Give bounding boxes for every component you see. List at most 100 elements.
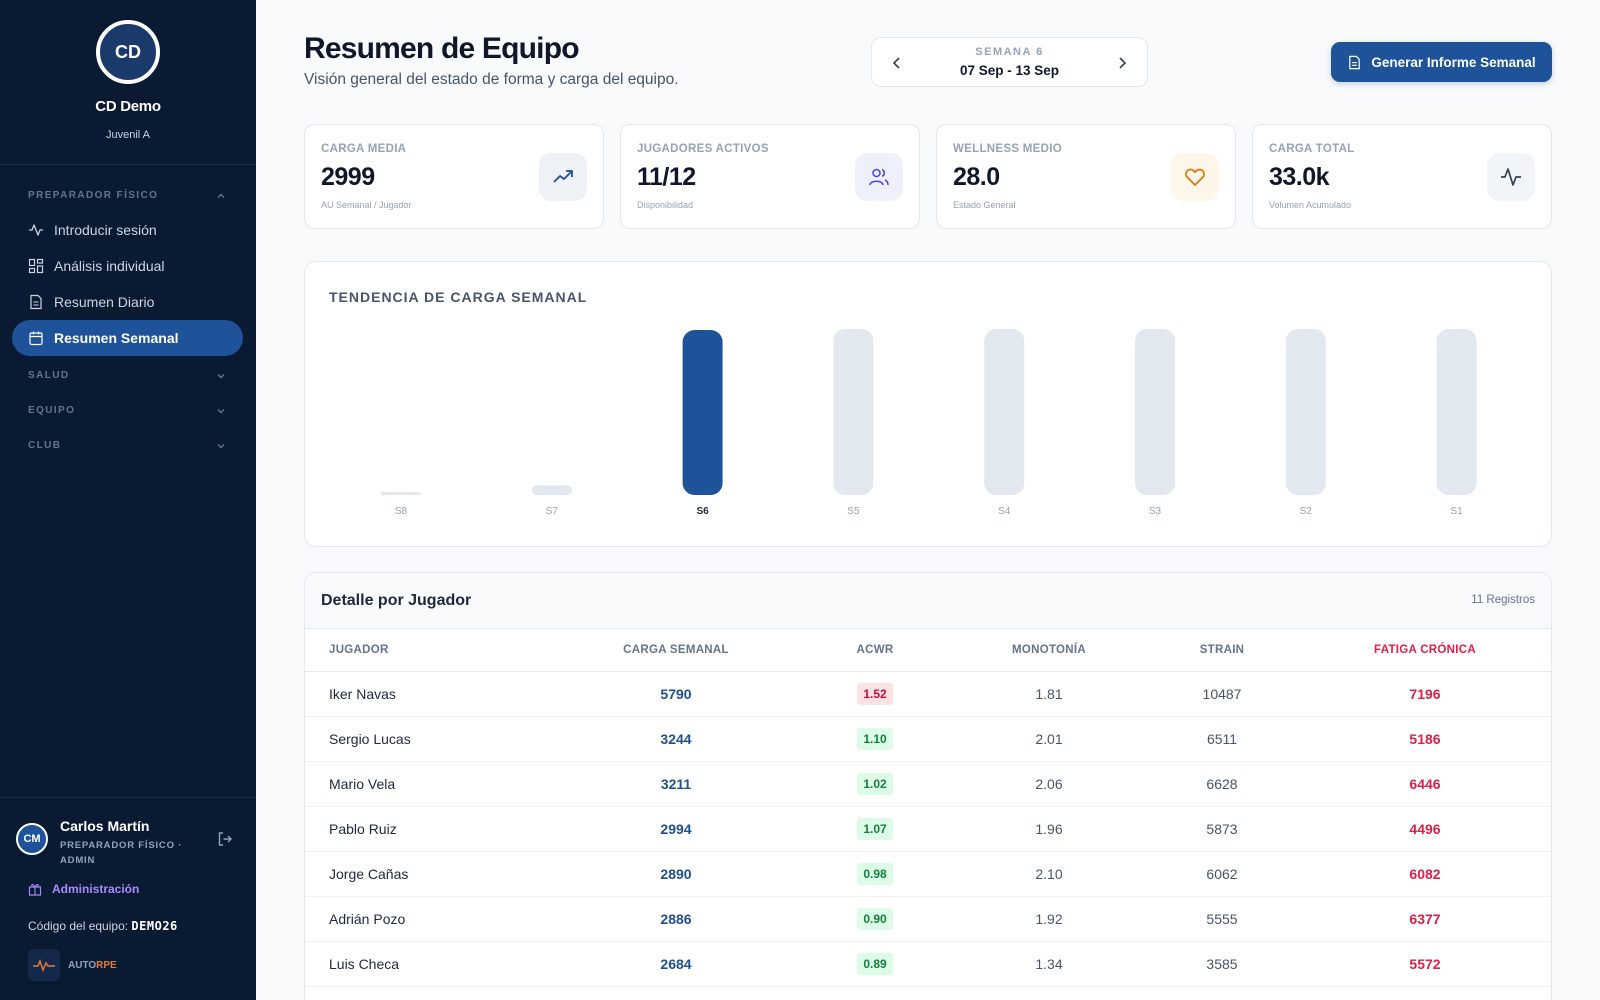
chart-canvas: S8 S7 S6 S5 S4 S3 S2 S1 [381, 329, 1477, 517]
monotony-value: 2.01 [951, 716, 1147, 762]
nav-section-label: CLUB [28, 440, 62, 451]
acwr-cell: 1.10 [799, 716, 951, 762]
sidebar-item-analisis-individual[interactable]: Análisis individual [12, 248, 243, 284]
column-header-monotonia[interactable]: MONOTONÍA [951, 629, 1147, 672]
users-icon [855, 153, 903, 201]
table-row[interactable]: Adrián Pozo 2886 0.90 1.92 5555 6377 [305, 896, 1551, 942]
generate-report-button[interactable]: Generar Informe Semanal [1331, 42, 1552, 82]
kpi-card-jugadores-activos: JUGADORES ACTIVOS 11/12 Disponibilidad [620, 124, 920, 229]
sidebar-item-label: Introducir sesión [54, 222, 157, 238]
chart-bar-s5[interactable] [833, 329, 874, 495]
kpi-sub: AU Semanal / Jugador [321, 200, 412, 210]
page-title: Resumen de Equipo [304, 32, 580, 65]
kpi-card-wellness-medio: WELLNESS MEDIO 28.0 Estado General [936, 124, 1236, 229]
player-name: Luis Checa [305, 941, 553, 987]
nav-section-salud[interactable]: SALUD [28, 370, 226, 381]
chart-bar-s7[interactable] [531, 485, 572, 496]
monotony-value: 1.81 [951, 671, 1147, 717]
x-tick-label: S5 [847, 506, 860, 517]
chart-bar-s3[interactable] [1135, 329, 1175, 495]
nav-section-preparador[interactable]: PREPARADOR FÍSICO [28, 190, 226, 201]
sidebar-item-label: Resumen Semanal [54, 330, 179, 346]
strain-value: 6062 [1147, 851, 1297, 897]
column-header-carga[interactable]: CARGA SEMANAL [553, 629, 799, 672]
player-name: Pablo Ruiz [305, 806, 553, 852]
kpi-sub: Estado General [953, 200, 1016, 210]
chart-bar-s2[interactable] [1285, 329, 1326, 495]
club-name: CD Demo [95, 98, 161, 115]
nav-section-label: SALUD [28, 370, 70, 381]
column-header-strain[interactable]: STRAIN [1147, 629, 1297, 672]
column-header-acwr[interactable]: ACWR [799, 629, 951, 672]
chronic-fatigue-value: 7196 [1297, 671, 1551, 717]
kpi-value: 33.0k [1269, 163, 1330, 191]
weekly-load-chart: TENDENCIA DE CARGA SEMANAL S8 S7 S6 S5 S4 S3 S… [304, 261, 1552, 547]
chevron-up-icon [217, 193, 225, 198]
table-row[interactable]: Pablo Ruiz 2994 1.07 1.96 5873 4496 [305, 806, 1551, 852]
kpi-value: 11/12 [637, 163, 696, 191]
player-detail-table: Detalle por Jugador 11 Registros JUGADOR… [304, 572, 1552, 1000]
x-tick-label: S2 [1300, 506, 1313, 517]
week-picker: SEMANA 6 07 Sep - 13 Sep [871, 37, 1148, 87]
monotony-value: 2.06 [951, 761, 1147, 807]
acwr-badge: 1.02 [857, 772, 893, 795]
trending-up-icon [539, 153, 587, 201]
nav-section-label: EQUIPO [28, 405, 76, 416]
team-code-label: Código del equipo: [28, 919, 129, 933]
grid-icon [28, 258, 44, 274]
week-range: 07 Sep - 13 Sep [959, 63, 1060, 78]
sidebar-item-label: Resumen Diario [54, 294, 155, 310]
nav-section-equipo[interactable]: EQUIPO [28, 405, 226, 416]
club-logo: CD [96, 20, 160, 84]
chart-bar-s8[interactable] [381, 492, 421, 495]
kpi-label: CARGA TOTAL [1269, 143, 1355, 155]
user-role: PREPARADOR FÍSICO · ADMIN [60, 840, 183, 866]
chevron-right-icon[interactable] [1113, 54, 1131, 72]
monotony-value: 1.92 [951, 896, 1147, 942]
logout-icon[interactable] [216, 830, 234, 848]
chart-bar-s4[interactable] [984, 329, 1025, 495]
weekly-load: 2684 [553, 941, 799, 987]
player-name: Mario Vela [305, 761, 553, 807]
table-row[interactable]: Mario Vela 3211 1.02 2.06 6628 6446 [305, 761, 1551, 807]
column-header-jugador[interactable]: JUGADOR [305, 629, 553, 672]
club-header: CD CD Demo Juvenil A [0, 0, 256, 165]
kpi-card-carga-media: CARGA MEDIA 2999 AU Semanal / Jugador [304, 124, 604, 229]
user-name: Carlos Martín [60, 818, 150, 834]
monotony-value: 2.10 [951, 851, 1147, 897]
admin-link-label: Administración [52, 882, 140, 896]
sidebar-item-resumen-semanal[interactable]: Resumen Semanal [12, 320, 243, 356]
avatar: CM [16, 823, 48, 855]
chart-title: TENDENCIA DE CARGA SEMANAL [329, 289, 588, 305]
table-row[interactable]: Iker Navas 5790 1.52 1.81 10487 7196 [305, 671, 1551, 717]
chart-bar-s1[interactable] [1436, 329, 1477, 495]
page-subtitle: Visión general del estado de forma y car… [304, 71, 679, 88]
strain-value: 3585 [1147, 941, 1297, 987]
x-tick-label: S4 [998, 506, 1011, 517]
generate-report-label: Generar Informe Semanal [1371, 54, 1536, 70]
table-row[interactable]: Luis Checa 2684 0.89 1.34 3585 5572 [305, 941, 1551, 987]
weekly-load: 2886 [553, 896, 799, 942]
table-row[interactable]: Sergio Lucas 3244 1.10 2.01 6511 5186 [305, 716, 1551, 762]
brand-name-b: RPE [96, 959, 117, 971]
user-block: CM Carlos Martín PREPARADOR FÍSICO · ADM… [0, 797, 256, 1000]
kpi-label: CARGA MEDIA [321, 143, 407, 155]
x-tick-label: S8 [395, 506, 408, 517]
strain-value: 5555 [1147, 896, 1297, 942]
sidebar-item-introducir-sesion[interactable]: Introducir sesión [12, 212, 243, 248]
sidebar-item-resumen-diario[interactable]: Resumen Diario [12, 284, 243, 320]
club-team: Juvenil A [105, 129, 151, 141]
team-code-value: DEMO26 [131, 919, 178, 933]
heart-icon [1171, 153, 1219, 201]
kpi-sub: Volumen Acumulado [1269, 200, 1352, 210]
column-header-fatiga[interactable]: FATIGA CRÓNICA [1297, 629, 1551, 672]
chart-bar-s6[interactable] [682, 330, 723, 495]
acwr-badge: 0.90 [857, 907, 893, 930]
player-name: Adrián Pozo [305, 896, 553, 942]
table-row[interactable]: Jorge Cañas 2890 0.98 2.10 6062 6082 [305, 851, 1551, 897]
kpi-value: 28.0 [953, 163, 1000, 191]
chevron-left-icon[interactable] [888, 54, 906, 72]
nav-section-club[interactable]: CLUB [28, 440, 226, 451]
admin-link[interactable]: Administración [28, 882, 139, 896]
chronic-fatigue-value: 6082 [1297, 851, 1551, 897]
